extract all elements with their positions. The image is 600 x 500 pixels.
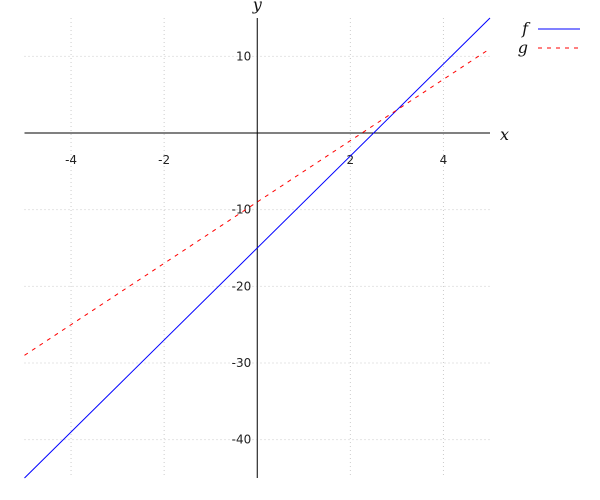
y-tick-label: -40 — [232, 433, 252, 447]
x-tick-label: 4 — [440, 153, 448, 167]
x-tick-label: -2 — [158, 153, 170, 167]
legend-label-f: f — [521, 19, 531, 38]
y-tick-label: 10 — [236, 49, 251, 63]
y-tick-label: -20 — [232, 279, 252, 293]
x-tick-label: -4 — [65, 153, 77, 167]
series-line-g — [24, 48, 491, 356]
series-line-f — [24, 17, 491, 479]
x-axis-label: x — [500, 125, 509, 144]
y-axis-label: y — [252, 0, 263, 14]
y-tick-label: -30 — [232, 356, 252, 370]
legend-label-g: g — [518, 38, 528, 57]
x-tick-label: 2 — [347, 153, 355, 167]
y-tick-label: -10 — [232, 203, 252, 217]
